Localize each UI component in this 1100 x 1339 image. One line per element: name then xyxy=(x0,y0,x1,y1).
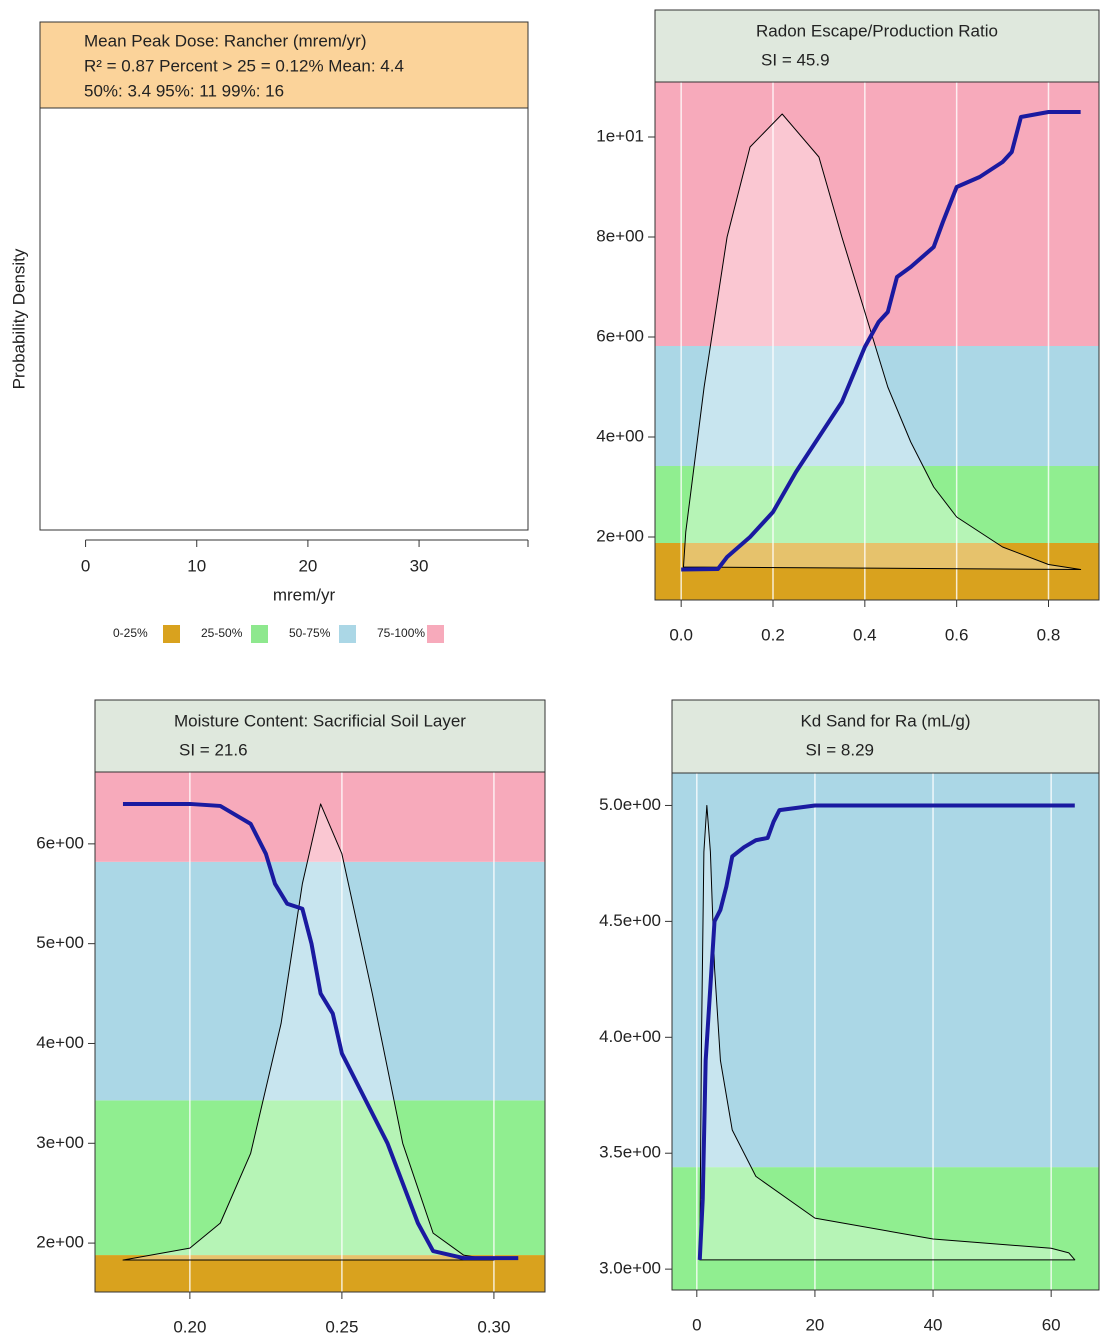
x-tick-label: 0.30 xyxy=(477,1317,510,1336)
x-tick-label: 0.4 xyxy=(853,625,877,644)
legend-label: 25-50% xyxy=(201,626,243,640)
y-tick-label: 5.0e+00 xyxy=(599,795,661,814)
panel-title: Moisture Content: Sacrificial Soil Layer xyxy=(174,711,466,730)
band xyxy=(655,466,1099,543)
plot-area xyxy=(655,82,1099,600)
legend-label: 50-75% xyxy=(289,626,331,640)
density-curve xyxy=(122,803,495,1261)
y-tick-label: 8e+00 xyxy=(596,226,644,245)
y-tick-label: 4e+00 xyxy=(596,426,644,445)
x-tick-label: 0.2 xyxy=(761,625,785,644)
panel-subtitle: SI = 8.29 xyxy=(805,740,874,759)
band xyxy=(655,543,1099,600)
header-box xyxy=(671,699,1100,774)
band xyxy=(672,1167,1099,1290)
header-box xyxy=(654,9,1100,83)
x-tick-label: 60 xyxy=(1042,1315,1061,1334)
band xyxy=(655,82,1099,346)
y-tick-label: 2e+00 xyxy=(596,526,644,545)
dose-line xyxy=(697,803,1075,1260)
legend-swatch xyxy=(427,625,444,643)
x-tick-label: 0.0 xyxy=(669,625,693,644)
plot-box xyxy=(671,772,1100,1291)
x-tick-label: 0.20 xyxy=(173,1317,206,1336)
panel-title: Kd Sand for Ra (mL/g) xyxy=(800,711,970,730)
band xyxy=(672,773,1099,1168)
y-tick-label: 6e+00 xyxy=(596,326,644,345)
y-axis-label: Probability Density xyxy=(9,248,28,389)
legend-label: 75-100% xyxy=(377,626,425,640)
legend-swatch xyxy=(251,625,268,643)
y-tick-label: 4e+00 xyxy=(36,1033,84,1052)
plot-area xyxy=(95,772,545,1292)
x-axis-label: mrem/yr xyxy=(273,585,336,604)
y-tick-label: 3.5e+00 xyxy=(599,1143,661,1162)
y-tick-label: 3.0e+00 xyxy=(599,1259,661,1278)
x-tick-label: 0 xyxy=(692,1315,701,1334)
x-tick-label: 0.8 xyxy=(1037,625,1061,644)
panel-title: Radon Escape/Production Ratio xyxy=(756,21,998,40)
panel-subtitle: SI = 21.6 xyxy=(179,740,248,759)
y-tick-label: 2e+00 xyxy=(36,1233,84,1252)
x-tick-label: 10 xyxy=(187,556,206,575)
y-tick-label: 6e+00 xyxy=(36,833,84,852)
plot-box xyxy=(39,107,529,531)
y-tick-label: 4.0e+00 xyxy=(599,1027,661,1046)
legend-swatch xyxy=(339,625,356,643)
density-curve xyxy=(699,804,1076,1261)
band xyxy=(95,1255,545,1292)
band xyxy=(95,1100,545,1256)
band xyxy=(95,772,545,862)
legend-swatch xyxy=(163,625,180,643)
x-tick-label: 0.6 xyxy=(945,625,969,644)
x-tick-label: 30 xyxy=(410,556,429,575)
y-tick-label: 5e+00 xyxy=(36,933,84,952)
y-tick-label: 3e+00 xyxy=(36,1133,84,1152)
density-curve xyxy=(682,113,1082,570)
x-tick-label: 20 xyxy=(298,556,317,575)
header-box xyxy=(94,699,546,773)
dose-line xyxy=(681,110,1081,572)
x-tick-label: 20 xyxy=(805,1315,824,1334)
band xyxy=(655,346,1099,466)
plot-area xyxy=(672,773,1099,1290)
y-tick-label: 4.5e+00 xyxy=(599,911,661,930)
dose-line xyxy=(122,801,519,1261)
y-tick-label: 1e+01 xyxy=(596,126,644,145)
annotation: 50%: 3.4 95%: 11 99%: 16 xyxy=(84,81,284,100)
plot-box xyxy=(654,81,1100,601)
x-tick-label: 40 xyxy=(924,1315,943,1334)
annotation: R² = 0.87 Percent > 25 = 0.12% Mean: 4.4 xyxy=(84,56,404,75)
x-tick-label: 0 xyxy=(81,556,90,575)
x-tick-label: 0.25 xyxy=(325,1317,358,1336)
legend-label: 0-25% xyxy=(113,626,148,640)
plot-box xyxy=(94,771,546,1293)
panel-title: Mean Peak Dose: Rancher (mrem/yr) xyxy=(84,31,366,50)
panel-subtitle: SI = 45.9 xyxy=(761,50,830,69)
